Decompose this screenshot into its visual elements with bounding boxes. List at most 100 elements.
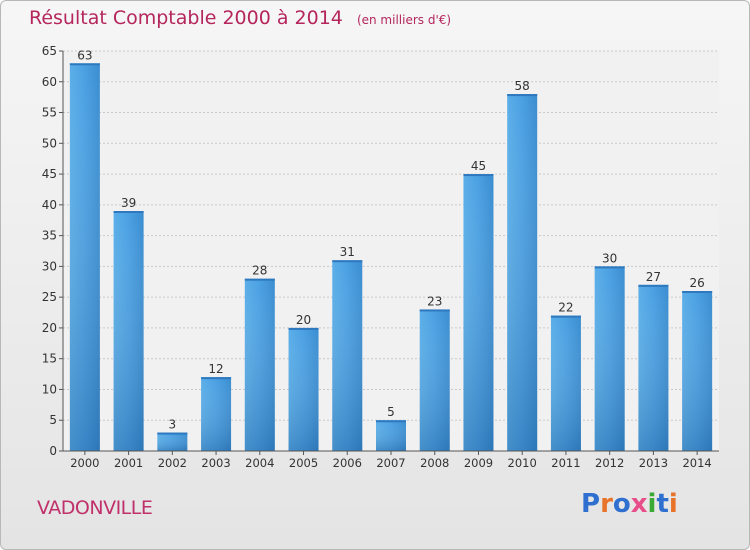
bar-value-label: 58 xyxy=(515,79,530,93)
x-tick-label: 2004 xyxy=(245,456,274,470)
bar-value-label: 3 xyxy=(169,418,177,432)
bar-shade xyxy=(288,327,319,451)
x-tick-label: 2002 xyxy=(158,456,187,470)
bar-group: 28 xyxy=(244,264,275,451)
bar-value-label: 27 xyxy=(646,270,661,284)
x-tick-label: 2008 xyxy=(420,456,449,470)
bar-value-label: 39 xyxy=(121,196,136,210)
bar-value-label: 31 xyxy=(340,245,355,259)
x-tick-label: 2001 xyxy=(114,456,143,470)
bar-group: 63 xyxy=(69,48,100,452)
bar-top-edge xyxy=(244,278,275,281)
bar-top-edge xyxy=(550,315,581,318)
bar-group: 5 xyxy=(376,405,406,451)
bar-value-label: 12 xyxy=(208,362,223,376)
bar-top-edge xyxy=(157,432,188,435)
chart-title: Résultat Comptable 2000 à 2014 (en milli… xyxy=(29,7,451,29)
y-tick-label: 60 xyxy=(42,75,57,89)
logo-letter: i xyxy=(668,489,678,519)
bar-group: 20 xyxy=(288,313,319,451)
x-tick-label: 2013 xyxy=(639,456,668,470)
bar-group: 45 xyxy=(463,159,494,452)
bar-top-edge xyxy=(507,94,538,97)
y-tick-label: 65 xyxy=(42,44,57,58)
bar-top-edge xyxy=(376,420,406,423)
bar-group: 31 xyxy=(332,245,363,451)
x-tick-label: 2007 xyxy=(376,456,405,470)
bar-shade xyxy=(332,260,363,451)
bar-value-label: 26 xyxy=(689,276,704,290)
x-tick-label: 2006 xyxy=(333,456,362,470)
y-tick-label: 40 xyxy=(42,198,57,212)
y-tick-label: 35 xyxy=(42,229,57,243)
logo-letter: i xyxy=(647,489,657,519)
bar-shade xyxy=(69,63,100,452)
bar-top-edge xyxy=(69,63,100,66)
chart-unit: (en milliers d'€) xyxy=(356,13,452,27)
bar-top-edge xyxy=(288,327,319,330)
bar-value-label: 45 xyxy=(471,159,486,173)
bar-shade xyxy=(376,420,406,451)
y-tick-label: 15 xyxy=(42,352,57,366)
bar-shade xyxy=(419,309,450,451)
bar-shade xyxy=(507,94,538,452)
logo-letter: x xyxy=(630,489,648,519)
logo-letter: r xyxy=(600,489,613,519)
bar-value-label: 63 xyxy=(77,48,92,62)
y-tick-label: 25 xyxy=(42,290,57,304)
bar-group: 58 xyxy=(507,79,538,452)
bar-value-label: 22 xyxy=(558,301,573,315)
bar-top-edge xyxy=(594,266,625,269)
bar-top-edge xyxy=(113,211,144,213)
bar-group: 30 xyxy=(594,251,625,451)
bar-group: 12 xyxy=(201,362,232,451)
bar-shade xyxy=(201,377,232,451)
bar-value-label: 20 xyxy=(296,313,311,327)
bar-value-label: 30 xyxy=(602,251,617,265)
bar-group: 27 xyxy=(638,270,669,451)
bar-shade xyxy=(594,266,625,451)
bar-shade xyxy=(463,174,494,452)
bar-shade xyxy=(550,315,581,451)
bar-group: 23 xyxy=(419,294,450,451)
bar-shade xyxy=(113,211,144,451)
bar-shade xyxy=(157,432,188,451)
x-tick-label: 2000 xyxy=(70,456,99,470)
y-tick-label: 50 xyxy=(42,136,57,150)
proxiti-logo: Proxiti xyxy=(581,489,678,519)
x-tick-label: 2009 xyxy=(464,456,493,470)
bar-group: 22 xyxy=(550,301,581,451)
bar-value-label: 28 xyxy=(252,264,267,278)
town-name: VADONVILLE xyxy=(37,497,153,519)
bar-value-label: 23 xyxy=(427,294,442,308)
bar-top-edge xyxy=(419,309,450,312)
x-tick-label: 2011 xyxy=(551,456,580,470)
y-tick-label: 0 xyxy=(49,444,57,458)
bar-top-edge xyxy=(332,260,363,263)
bar-top-edge xyxy=(638,284,669,287)
bar-top-edge xyxy=(682,291,713,293)
bar-group: 26 xyxy=(682,276,713,451)
y-tick-label: 20 xyxy=(42,321,57,335)
bar-layer: 63 39 3 12 28 20 31 5 23 45 58 22 30 27 26 xyxy=(69,48,713,452)
logo-letter: t xyxy=(656,489,669,519)
bar-shade xyxy=(244,278,275,451)
bar-group: 3 xyxy=(157,418,188,451)
bar-shade xyxy=(682,291,713,451)
bar-group: 39 xyxy=(113,196,144,451)
bar-top-edge xyxy=(463,174,494,177)
y-tick-label: 30 xyxy=(42,259,57,273)
x-tick-label: 2003 xyxy=(201,456,230,470)
x-tick-label: 2012 xyxy=(595,456,624,470)
logo-letter: o xyxy=(612,489,631,519)
x-tick-label: 2010 xyxy=(508,456,537,470)
x-tick-label: 2014 xyxy=(682,456,711,470)
y-tick-label: 5 xyxy=(49,413,57,427)
y-tick-label: 45 xyxy=(42,167,57,181)
bar-value-label: 5 xyxy=(387,405,395,419)
logo-letter: P xyxy=(581,489,601,519)
x-tick-label: 2005 xyxy=(289,456,318,470)
